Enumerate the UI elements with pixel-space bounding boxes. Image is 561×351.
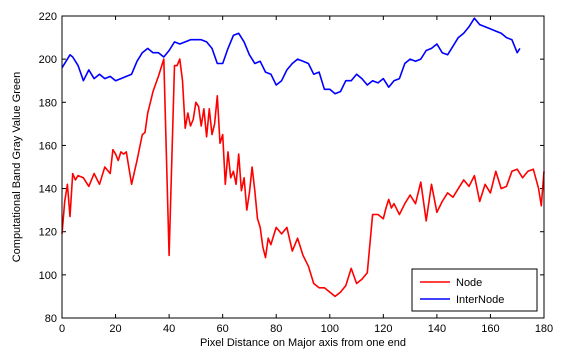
legend-label-internode: InterNode: [456, 294, 504, 306]
y-tick-label: 120: [39, 227, 57, 239]
series-line-internode: [61, 17, 521, 95]
x-tick-label: 20: [109, 323, 121, 335]
series-group: [61, 17, 545, 298]
x-tick-label: 80: [270, 323, 282, 335]
y-tick-labels: 80 100 120 140 160 180 200 220: [39, 11, 57, 325]
x-tick-label: 180: [535, 323, 553, 335]
y-tick-label: 100: [39, 270, 57, 282]
x-axis-label: Pixel Distance on Major axis from one en…: [200, 337, 406, 349]
x-tick-labels: 0 20 40 60 80 100 120 140 160 180: [59, 323, 553, 335]
x-tick-label: 160: [481, 323, 499, 335]
y-tick-label: 160: [39, 140, 57, 152]
series-line-node: [61, 58, 545, 298]
x-tick-label: 40: [163, 323, 175, 335]
y-tick-label: 200: [39, 54, 57, 66]
x-tick-label: 100: [321, 323, 339, 335]
y-axis-label: Computational Band Gray Value Green: [11, 72, 23, 263]
plot-frame: [61, 15, 545, 319]
legend-box: [411, 268, 538, 312]
x-tick-label: 140: [428, 323, 446, 335]
plot-area: [62, 16, 544, 318]
y-tick-label: 80: [45, 313, 57, 325]
y-tick-label: 180: [39, 97, 57, 109]
x-tick-label: 60: [217, 323, 229, 335]
y-tick-label: 220: [39, 11, 57, 23]
legend: Node InterNode: [411, 268, 538, 312]
x-tick-label: 120: [374, 323, 392, 335]
legend-label-node: Node: [456, 277, 482, 289]
y-tick-label: 140: [39, 184, 57, 196]
x-tick-label: 0: [59, 323, 65, 335]
